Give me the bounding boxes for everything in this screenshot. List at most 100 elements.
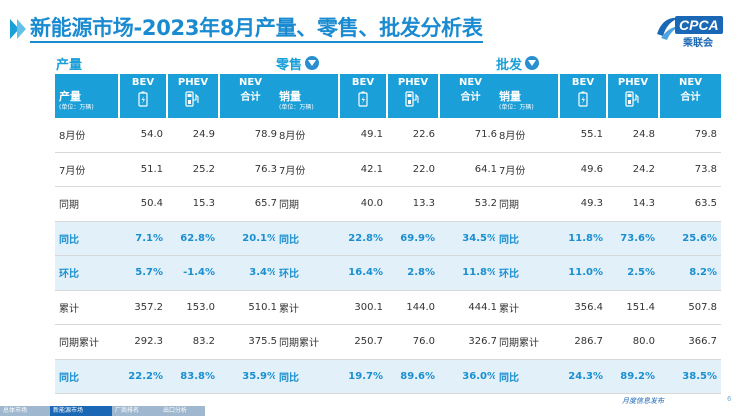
bev-value: 11.0% xyxy=(559,255,607,291)
footer-tab-1[interactable]: 新能源市场 xyxy=(50,406,113,416)
header-nev: NEV 合计 xyxy=(658,74,721,118)
bev-value: 357.2 xyxy=(119,290,167,325)
row-label: 同比 xyxy=(495,359,559,394)
battery-icon xyxy=(560,91,606,111)
phev-value: 153.0 xyxy=(167,290,219,325)
table-row: 同期 40.0 13.3 53.2 xyxy=(275,186,501,222)
row-label: 同期 xyxy=(55,186,119,222)
nev-value: 444.1 xyxy=(439,290,501,325)
header-label: 销量 (单位：万辆) xyxy=(275,74,339,118)
bev-value: 286.7 xyxy=(559,324,607,360)
nev-value: 64.1 xyxy=(439,152,501,187)
header-bev: BEV xyxy=(338,74,387,118)
nev-value: 35.9% xyxy=(219,359,281,394)
table-row: 环比 11.0% 2.5% 8.2% xyxy=(495,255,721,291)
phev-value: 89.6% xyxy=(387,359,439,394)
phev-value: 62.8% xyxy=(167,221,219,256)
row-label: 环比 xyxy=(55,255,119,291)
table-header: 销量 (单位：万辆) BEV PHEV NEV 合计 xyxy=(275,74,501,118)
phev-value: -1.4% xyxy=(167,255,219,291)
nev-value: 326.7 xyxy=(439,324,501,360)
bev-value: 22.8% xyxy=(339,221,387,256)
table-row: 同比 7.1% 62.8% 20.1% xyxy=(55,221,281,256)
row-label: 累计 xyxy=(275,290,339,325)
nev-value: 510.1 xyxy=(219,290,281,325)
table-row: 同比 11.8% 73.6% 25.6% xyxy=(495,221,721,256)
header-phev: PHEV xyxy=(386,74,439,118)
bev-value: 250.7 xyxy=(339,324,387,360)
nev-value: 25.6% xyxy=(659,221,721,256)
bev-value: 40.0 xyxy=(339,186,387,222)
fuel-pump-icon xyxy=(608,91,658,111)
swirl-icon xyxy=(657,17,681,40)
section-2: 批发 销量 (单位：万辆) BEV PHEV NEV 合计 8月份 55.1 24.8 79.8 7月… xyxy=(495,52,721,394)
footer-tab-2[interactable]: 厂商排名 xyxy=(112,406,161,416)
footer-tab-3[interactable]: 出口分析 xyxy=(160,406,205,416)
row-label: 7月份 xyxy=(275,152,339,187)
row-label: 同期累计 xyxy=(275,324,339,360)
row-label: 同比 xyxy=(275,359,339,394)
down-arrow-icon[interactable] xyxy=(305,56,320,70)
data-table: 销量 (单位：万辆) BEV PHEV NEV 合计 8月份 49.1 22.6 71.6 7月份 4… xyxy=(275,74,501,394)
fuel-pump-icon xyxy=(388,91,438,111)
table-header: 销量 (单位：万辆) BEV PHEV NEV 合计 xyxy=(495,74,721,118)
table-row: 累计 357.2 153.0 510.1 xyxy=(55,290,281,325)
header-phev: PHEV xyxy=(166,74,219,118)
row-label: 同期累计 xyxy=(55,324,119,360)
section-title: 产量 xyxy=(56,57,83,73)
phev-value: 83.8% xyxy=(167,359,219,394)
phev-value: 69.9% xyxy=(387,221,439,256)
nev-value: 366.7 xyxy=(659,324,721,360)
phev-value: 89.2% xyxy=(607,359,659,394)
bev-value: 49.3 xyxy=(559,186,607,222)
cpca-logo: CPCA 乘联会 xyxy=(653,10,731,50)
row-label: 7月份 xyxy=(55,152,119,187)
page-number: 6 xyxy=(727,395,732,403)
section-1: 零售 销量 (单位：万辆) BEV PHEV NEV 合计 8月份 49.1 22.6 71.6 7月… xyxy=(275,52,501,394)
table-row: 同比 19.7% 89.6% 36.0% xyxy=(275,359,501,394)
data-table: 销量 (单位：万辆) BEV PHEV NEV 合计 8月份 55.1 24.8 79.8 7月份 4… xyxy=(495,74,721,394)
bev-value: 42.1 xyxy=(339,152,387,187)
row-label: 累计 xyxy=(495,290,559,325)
fuel-pump-icon xyxy=(168,91,218,111)
publisher-label: 月度信息发布 xyxy=(622,397,664,405)
nev-value: 78.9 xyxy=(219,118,281,153)
row-label: 环比 xyxy=(495,255,559,291)
footer-tab-0[interactable]: 总体市场 xyxy=(0,406,51,416)
table-row: 同期累计 286.7 80.0 366.7 xyxy=(495,324,721,360)
nev-value: 11.8% xyxy=(439,255,501,291)
section-0: 产量 产量 (单位：万辆) BEV PHEV NEV 合计 8月份 54.0 24.9 78.9 7月… xyxy=(55,52,281,394)
header-label: 销量 (单位：万辆) xyxy=(495,74,559,118)
phev-value: 22.6 xyxy=(387,118,439,153)
bev-value: 300.1 xyxy=(339,290,387,325)
row-label: 同比 xyxy=(55,221,119,256)
battery-icon xyxy=(340,91,386,111)
nev-value: 65.7 xyxy=(219,186,281,222)
table-row: 7月份 49.6 24.2 73.8 xyxy=(495,152,721,187)
nev-value: 20.1% xyxy=(219,221,281,256)
phev-value: 15.3 xyxy=(167,186,219,222)
phev-value: 25.2 xyxy=(167,152,219,187)
title-bar: 新能源市场-2023年8月产量、零售、批发分析表 xyxy=(10,14,483,44)
phev-value: 24.8 xyxy=(607,118,659,153)
row-label: 累计 xyxy=(55,290,119,325)
nev-value: 53.2 xyxy=(439,186,501,222)
phev-value: 151.4 xyxy=(607,290,659,325)
data-table: 产量 (单位：万辆) BEV PHEV NEV 合计 8月份 54.0 24.9 78.9 7月份 5… xyxy=(55,74,281,394)
header-bev: BEV xyxy=(558,74,607,118)
table-row: 同比 22.2% 83.8% 35.9% xyxy=(55,359,281,394)
row-label: 同比 xyxy=(495,221,559,256)
nev-value: 73.8 xyxy=(659,152,721,187)
table-row: 同期 49.3 14.3 63.5 xyxy=(495,186,721,222)
page-title: 新能源市场-2023年8月产量、零售、批发分析表 xyxy=(30,15,483,43)
header-label: 产量 (单位：万辆) xyxy=(55,74,119,118)
phev-value: 2.8% xyxy=(387,255,439,291)
bev-value: 5.7% xyxy=(119,255,167,291)
bev-value: 49.6 xyxy=(559,152,607,187)
header-nev: NEV 合计 xyxy=(218,74,281,118)
row-label: 8月份 xyxy=(55,118,119,153)
down-arrow-icon[interactable] xyxy=(525,56,540,70)
nev-value: 38.5% xyxy=(659,359,721,394)
section-title: 零售 xyxy=(275,52,501,74)
table-row: 累计 300.1 144.0 444.1 xyxy=(275,290,501,325)
